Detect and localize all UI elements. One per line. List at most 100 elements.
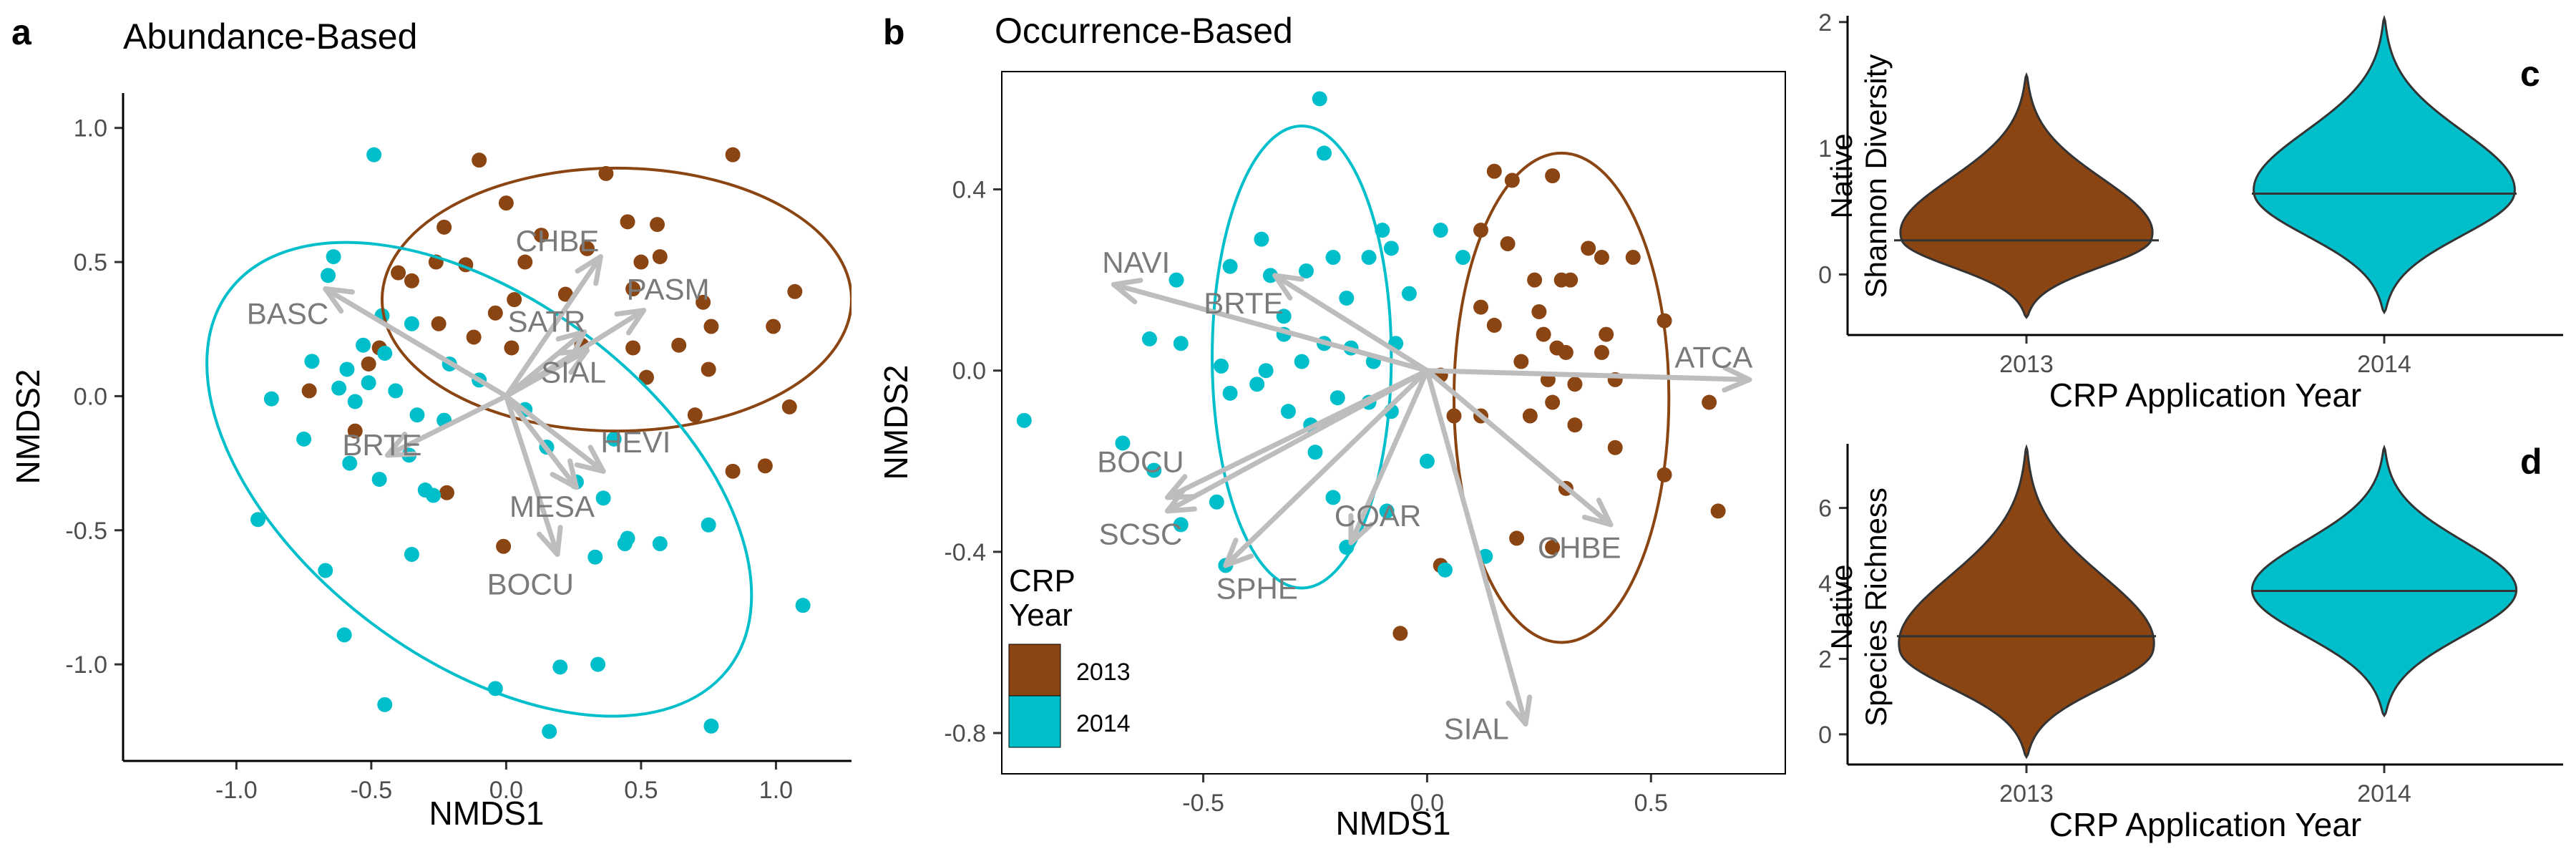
panel-b-ticks: -0.5 0.0 0.5 -0.8 -0.4 0.0 0.4: [944, 177, 1668, 817]
data-point-2014: [339, 361, 355, 377]
panel-d-y-axis-title-line2: Species Richness: [1859, 487, 1893, 727]
panel-a-title: Abundance-Based: [123, 16, 417, 57]
data-point-2013: [633, 254, 649, 270]
data-point-2014: [1249, 377, 1265, 392]
confidence-ellipse-2013: [381, 166, 852, 433]
data-point-2013: [580, 241, 595, 256]
data-point-2013: [625, 340, 641, 356]
data-point-2014: [404, 546, 419, 562]
data-point-2013: [1599, 326, 1614, 342]
violin-2013: [1898, 444, 2155, 759]
panel-a-ticks: -1.0 -0.5 0.0 0.5 1.0 -1.0 -0.5 0.0 0.5 1.0: [65, 115, 793, 804]
panel-letter-b: b: [883, 12, 905, 52]
species-vector-head-brte: [1272, 273, 1304, 301]
species-label-sial: SIAL: [541, 356, 606, 389]
species-vector-mesa: [503, 393, 579, 490]
data-point-2014: [371, 472, 387, 487]
y-tick-label: 0.5: [74, 249, 107, 276]
species-vector-head-bocu: [537, 525, 563, 557]
data-point-2014: [1325, 490, 1341, 505]
species-vector-head-chbe: [575, 254, 603, 286]
data-point-2013: [1531, 304, 1547, 319]
x-tick-label: 2013: [1999, 351, 2054, 378]
data-point-2014: [1115, 435, 1131, 451]
panel-letter-d: d: [2520, 442, 2542, 482]
data-point-2013: [1486, 317, 1502, 333]
data-point-2014: [1276, 309, 1292, 324]
panel-d-ticks: 0 2 4 6 2013 2014: [1818, 495, 2411, 807]
data-point-2014: [1222, 258, 1238, 274]
y-tick-label: 2: [1818, 646, 1832, 673]
y-tick-label: 1.0: [74, 115, 107, 142]
data-point-2014: [321, 268, 336, 283]
species-label-mesa: MESA: [509, 490, 595, 523]
x-tick-label: 0.5: [1634, 790, 1668, 817]
species-vector-chbe: [503, 254, 603, 399]
data-point-2013: [496, 538, 512, 554]
species-label-pasm: PASM: [627, 273, 710, 306]
species-vector-chbe: [1424, 368, 1614, 528]
data-point-2014: [1379, 503, 1395, 519]
species-label-satr: SATR: [507, 304, 585, 338]
data-point-2014: [1361, 249, 1377, 265]
legend-label-2013: 2013: [1076, 659, 1131, 686]
species-vector-brte: [384, 393, 509, 458]
data-point-2014: [1173, 517, 1189, 533]
data-point-2014: [1383, 241, 1399, 256]
species-vector-brte: [1272, 273, 1430, 374]
data-point-2014: [318, 563, 333, 578]
data-point-2014: [606, 431, 622, 447]
data-point-2014: [1280, 404, 1296, 419]
data-point-2013: [431, 316, 447, 331]
species-vector-head-mesa: [550, 458, 579, 490]
data-point-2014: [1401, 286, 1417, 301]
panel-c-plot-area: [1894, 14, 2517, 319]
data-point-2013: [1567, 417, 1583, 433]
data-point-2014: [1254, 231, 1269, 247]
species-label-atca: ATCA: [1674, 341, 1752, 374]
legend-title-line1: CRP: [1009, 563, 1075, 598]
x-tick-label: 0.0: [489, 777, 523, 804]
data-point-2014: [347, 394, 363, 409]
data-point-2013: [725, 147, 741, 162]
data-point-2013: [1527, 272, 1543, 288]
data-point-2013: [498, 195, 514, 211]
data-point-2014: [1169, 272, 1184, 288]
species-vector-hevi: [503, 393, 606, 474]
data-point-2013: [1710, 503, 1726, 519]
data-point-2014: [342, 455, 358, 471]
x-tick-label: 2014: [2357, 780, 2411, 807]
species-vector-head-brte: [384, 432, 417, 458]
data-point-2014: [366, 147, 382, 162]
species-vector-head-atca: [1722, 365, 1752, 393]
data-point-2014: [1339, 290, 1355, 306]
species-vector-head-satr: [555, 329, 587, 359]
species-vector-coar: [1348, 368, 1430, 545]
data-point-2014: [590, 656, 606, 672]
panel-c-y-axis-title-line2: Shannon Diversity: [1859, 54, 1893, 299]
species-label-navi: NAVI: [1102, 246, 1170, 279]
species-vector-head-basc: [323, 286, 356, 314]
species-vector-sial: [503, 348, 590, 399]
y-tick-label: 6: [1818, 495, 1832, 523]
data-point-2013: [1486, 163, 1502, 179]
confidence-ellipse-2014: [1211, 124, 1393, 590]
data-point-2013: [301, 383, 317, 399]
data-point-2014: [1312, 91, 1327, 107]
species-vector-head-chbe: [1581, 498, 1614, 528]
data-point-2014: [620, 530, 635, 546]
data-point-2013: [787, 283, 803, 299]
data-point-2014: [552, 659, 568, 675]
data-point-2014: [331, 380, 347, 396]
panel-c-ticks: 0 1 2 2013 2014: [1818, 9, 2411, 378]
species-label-sphe: SPHE: [1216, 572, 1297, 606]
data-point-2014: [1258, 363, 1274, 379]
y-tick-label: 0.4: [952, 177, 986, 204]
species-vector-head-sphe: [1223, 538, 1254, 568]
panel-a-x-axis-title: NMDS1: [429, 795, 544, 832]
data-point-2013: [1558, 344, 1574, 360]
data-point-2014: [795, 598, 811, 613]
data-point-2013: [625, 281, 641, 297]
panel-letter-c: c: [2520, 54, 2540, 94]
data-point-2014: [1209, 494, 1224, 510]
